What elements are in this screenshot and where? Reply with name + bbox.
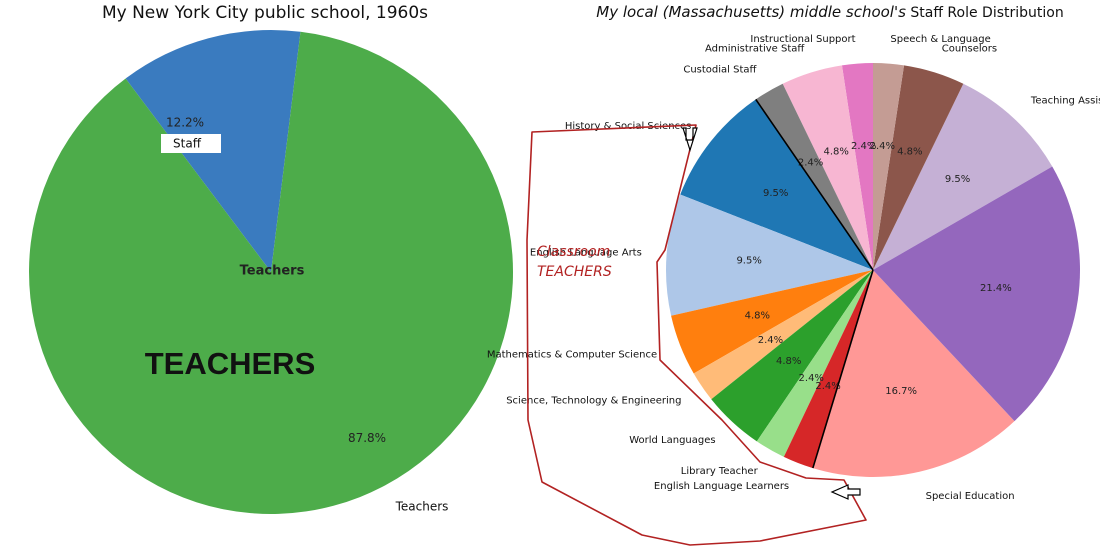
left-staff-label: Staff [173, 137, 202, 151]
right-slice-english-language-arts-7 [666, 194, 873, 316]
classroom-caption-line1: Classroom [537, 244, 610, 260]
right-chart-title: My local (Massachusetts) middle school's… [560, 3, 1100, 21]
right-category-label-history-social-sciences: History & Social Sciences [565, 121, 692, 132]
right-pct-label-12: 2.4% [815, 381, 840, 392]
right-category-label-speech-language: Speech & Language [890, 34, 990, 45]
right-pct-label-0: 9.5% [945, 174, 970, 185]
left-outer-teachers-label: Teachers [395, 500, 449, 514]
right-slice-instructional-support-3 [841, 63, 873, 270]
right-slice-english-language-learners-12 [783, 270, 873, 469]
right-pct-label-5: 2.4% [798, 158, 823, 169]
right-pct-label-13: 16.7% [885, 386, 917, 397]
right-pct-label-3: 2.4% [851, 141, 876, 152]
right-category-label-teaching-assistants: Teaching Assistants [1030, 95, 1100, 106]
teacher-group-edge-top [755, 98, 874, 271]
down-arrow-icon [682, 127, 698, 152]
teacher-group-edge-bottom [812, 269, 874, 469]
right-pct-label-11: 2.4% [799, 373, 824, 384]
right-category-label-library-teacher: Library Teacher [681, 466, 759, 477]
right-pct-label-4: 4.8% [823, 146, 848, 157]
right-pct-label-10: 4.8% [776, 356, 801, 367]
right-pct-label-1: 4.8% [897, 146, 922, 157]
classroom-teachers-outline [526, 124, 867, 546]
right-slice-speech-language-2 [873, 63, 905, 270]
right-category-label-english-language-learners: English Language Learners [654, 481, 789, 492]
left-staff-label-box [161, 134, 221, 153]
left-pct-label-staff: 12.2% [166, 116, 204, 130]
left-arrow-icon [830, 484, 861, 500]
right-slice-special-education-14 [873, 166, 1081, 422]
right-slice-administrative-staff-4 [782, 65, 873, 270]
right-slice-custodial-staff-5 [755, 83, 873, 271]
left-pct-label-teachers: 87.8% [348, 431, 386, 445]
right-slice-library-teacher-11 [756, 270, 873, 457]
right-pct-label-2: 2.4% [870, 141, 895, 152]
right-slice-world-languages-10 [711, 270, 873, 442]
right-pct-label-8: 4.8% [745, 310, 770, 321]
right-category-label-administrative-staff: Administrative Staff [705, 44, 805, 55]
right-pie: 9.5%4.8%2.4%2.4%4.8%2.4%9.5%9.5%4.8%2.4%… [487, 34, 1100, 502]
right-category-label-custodial-staff: Custodial Staff [683, 65, 757, 76]
right-category-label-counselors: Counselors [942, 44, 997, 55]
classroom-caption-line2: TEACHERS [537, 264, 612, 280]
left-slice-teachers [29, 31, 514, 514]
right-category-label-mathematics-computer-science: Mathematics & Computer Science [487, 350, 657, 361]
right-category-label-world-languages: World Languages [629, 435, 715, 446]
right-slice-history-social-sciences-6 [680, 99, 873, 270]
right-pct-label-6: 9.5% [763, 188, 788, 199]
right-pct-label-9: 2.4% [758, 335, 783, 346]
right-slice-mathematics-computer-science-8 [671, 270, 873, 374]
right-category-label-science-technology-engineering: Science, Technology & Engineering [506, 396, 681, 407]
right-category-label-special-education: Special Education [926, 491, 1015, 502]
right-slice-counselors-1 [873, 65, 964, 270]
right-category-label-english-language-arts: English Language Arts [530, 248, 642, 259]
right-chart-title-rest: Staff Role Distribution [910, 5, 1064, 21]
left-big-teachers-label: TEACHERS [145, 346, 316, 381]
right-chart-title-italic: My local (Massachusetts) middle school's [596, 3, 906, 21]
right-pct-label-14: 21.4% [980, 283, 1012, 294]
left-chart-title: My New York City public school, 1960s [101, 3, 429, 23]
left-inner-teachers-label: Teachers [240, 264, 305, 279]
left-pie: 12.2% 87.8% Staff Teachers TEACHERS Teachers [29, 29, 514, 514]
right-category-label-instructional-support: Instructional Support [750, 34, 855, 45]
right-pct-label-7: 9.5% [736, 256, 761, 267]
right-slice-teaching-assistants-0 [873, 83, 1053, 271]
right-slice-special-education-13 [812, 270, 1015, 477]
annotation-overlay: Classroom TEACHERS [526, 98, 874, 546]
right-slice-science-technology-engineering-9 [693, 270, 873, 400]
